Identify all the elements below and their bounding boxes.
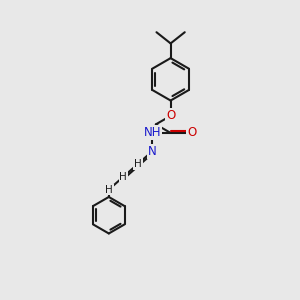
Text: H: H [134,159,142,169]
Text: O: O [166,109,175,122]
Text: O: O [188,126,196,140]
Text: H: H [119,172,127,182]
Text: NH: NH [144,126,161,140]
Text: H: H [105,184,113,195]
Text: N: N [148,145,157,158]
